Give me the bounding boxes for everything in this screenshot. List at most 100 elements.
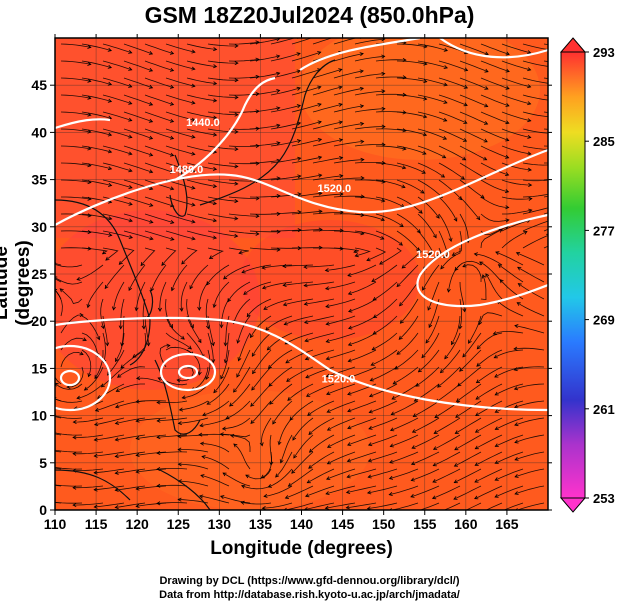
streamline — [375, 59, 406, 62]
streamline — [495, 383, 524, 396]
streamline-arrow — [219, 495, 225, 499]
streamline-arrow — [128, 66, 133, 71]
streamline-arrow — [261, 506, 266, 510]
streamline — [501, 145, 531, 155]
streamline-arrow — [169, 152, 175, 157]
streamline — [477, 332, 503, 350]
contour-line — [55, 148, 548, 226]
streamline — [278, 417, 293, 445]
streamline — [459, 145, 487, 161]
streamline — [304, 281, 335, 287]
streamline-arrow — [255, 74, 260, 79]
streamline-arrow — [476, 345, 481, 350]
streamline-arrow — [234, 78, 239, 83]
streamline-arrow — [399, 223, 404, 227]
streamline-arrow — [499, 279, 504, 284]
streamline-arrow — [527, 167, 532, 172]
streamline — [60, 43, 91, 48]
streamline — [102, 43, 132, 54]
streamline — [81, 179, 112, 186]
streamline — [200, 417, 230, 427]
streamline-arrow — [141, 325, 146, 330]
streamline — [263, 298, 293, 310]
streamline-arrow — [72, 435, 77, 440]
streamline-arrow — [458, 325, 463, 330]
streamline — [522, 179, 548, 182]
streamline — [73, 485, 104, 489]
streamline — [55, 262, 62, 266]
streamline — [306, 383, 335, 397]
streamline-arrow — [191, 134, 196, 139]
streamline-arrow — [433, 430, 438, 434]
streamline — [177, 434, 209, 437]
streamline — [144, 43, 174, 54]
streamline-arrow — [513, 386, 519, 391]
streamline — [288, 468, 314, 487]
streamline — [55, 467, 62, 470]
streamline-arrow — [96, 336, 101, 341]
streamline — [207, 162, 238, 167]
streamline — [480, 94, 510, 107]
streamline — [475, 451, 503, 466]
streamline — [501, 128, 531, 138]
streamline — [104, 264, 125, 289]
streamline — [262, 264, 293, 269]
streamline-arrow — [372, 330, 377, 335]
streamline-arrow — [474, 462, 479, 466]
streamline-arrow — [120, 364, 125, 369]
streamline-arrow — [114, 437, 119, 442]
streamline-arrow — [128, 83, 133, 88]
streamline — [81, 332, 99, 357]
streamline-arrow — [212, 235, 218, 240]
streamline-arrow — [462, 138, 468, 142]
streamline — [455, 400, 482, 418]
streamline-arrow — [371, 346, 376, 351]
streamline — [354, 179, 385, 183]
streamline — [389, 468, 419, 479]
streamline — [157, 417, 188, 422]
streamline — [438, 196, 458, 222]
streamline — [179, 400, 209, 411]
contour-line — [55, 316, 548, 412]
streamline — [270, 38, 296, 45]
streamline — [123, 230, 154, 240]
streamline — [354, 108, 385, 113]
streamline-arrow — [87, 95, 92, 100]
streamline-arrow — [223, 342, 228, 347]
streamline — [73, 451, 104, 455]
contour-label: 1480.0 — [170, 164, 204, 176]
streamline — [233, 366, 251, 393]
streamline-arrow — [326, 476, 331, 480]
streamline-arrow — [268, 382, 273, 387]
streamline — [459, 77, 489, 90]
streamline — [425, 315, 440, 344]
streamline — [438, 94, 468, 106]
streamline-arrow — [177, 447, 182, 452]
streamline — [220, 433, 251, 438]
x-tick-label: 135 — [249, 516, 273, 532]
streamline-arrow — [236, 373, 241, 378]
streamline-arrow — [417, 368, 422, 373]
streamline-arrow — [399, 302, 404, 307]
streamline — [250, 383, 272, 407]
streamline — [207, 213, 238, 220]
streamline — [312, 193, 343, 198]
streamline — [475, 383, 503, 400]
streamline-arrow — [87, 129, 92, 134]
streamline — [422, 264, 440, 291]
streamline — [200, 474, 230, 487]
streamline-arrow — [148, 118, 154, 123]
streamline — [144, 60, 174, 71]
streamline-arrow — [338, 68, 343, 73]
streamline-arrow — [463, 102, 468, 107]
streamline — [516, 252, 545, 266]
streamline-arrow — [212, 303, 217, 309]
streamline-arrow — [177, 497, 182, 502]
streamline — [55, 277, 83, 285]
streamline — [178, 449, 209, 453]
streamline-arrow — [100, 383, 105, 388]
streamline-arrow — [325, 304, 330, 309]
streamline-arrow — [286, 378, 291, 382]
streamline — [207, 383, 230, 405]
streamline — [459, 111, 488, 125]
